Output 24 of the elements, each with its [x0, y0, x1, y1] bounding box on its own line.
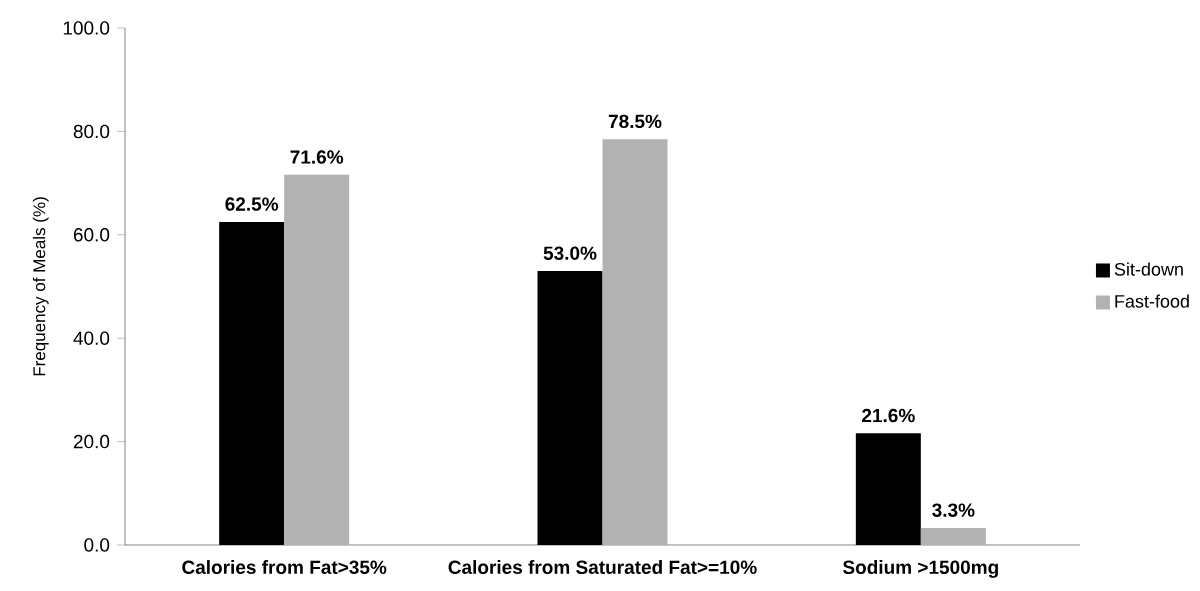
y-tick-label: 100.0 — [63, 21, 110, 35]
bar — [219, 221, 285, 545]
y-axis-title: Frequency of Meals (%) — [32, 197, 49, 376]
bar — [920, 527, 986, 545]
legend-label: Fast-food — [1115, 294, 1189, 308]
data-label: 62.5% — [225, 197, 279, 211]
y-tick-label: 40.0 — [73, 331, 110, 345]
bar — [284, 174, 350, 545]
bar — [855, 433, 921, 545]
y-tick-label: 0.0 — [84, 538, 110, 552]
x-tick-label: Calories from Saturated Fat>=10% — [448, 560, 757, 575]
y-tick-label: 80.0 — [73, 124, 110, 139]
data-label: 53.0% — [543, 246, 597, 260]
legend-label: Sit-down — [1114, 262, 1183, 276]
x-tick-label: Calories from Fat>35% — [182, 560, 387, 575]
bar — [602, 139, 668, 545]
bar — [537, 270, 603, 545]
y-tick-label: 60.0 — [73, 228, 110, 242]
data-label: 71.6% — [290, 150, 344, 164]
data-label: 21.6% — [862, 408, 915, 423]
x-tick-label: Sodium >1500mg — [842, 560, 998, 578]
data-label: 78.5% — [608, 114, 662, 129]
y-tick-label: 20.0 — [73, 434, 110, 449]
data-label: 3.3% — [932, 503, 975, 517]
